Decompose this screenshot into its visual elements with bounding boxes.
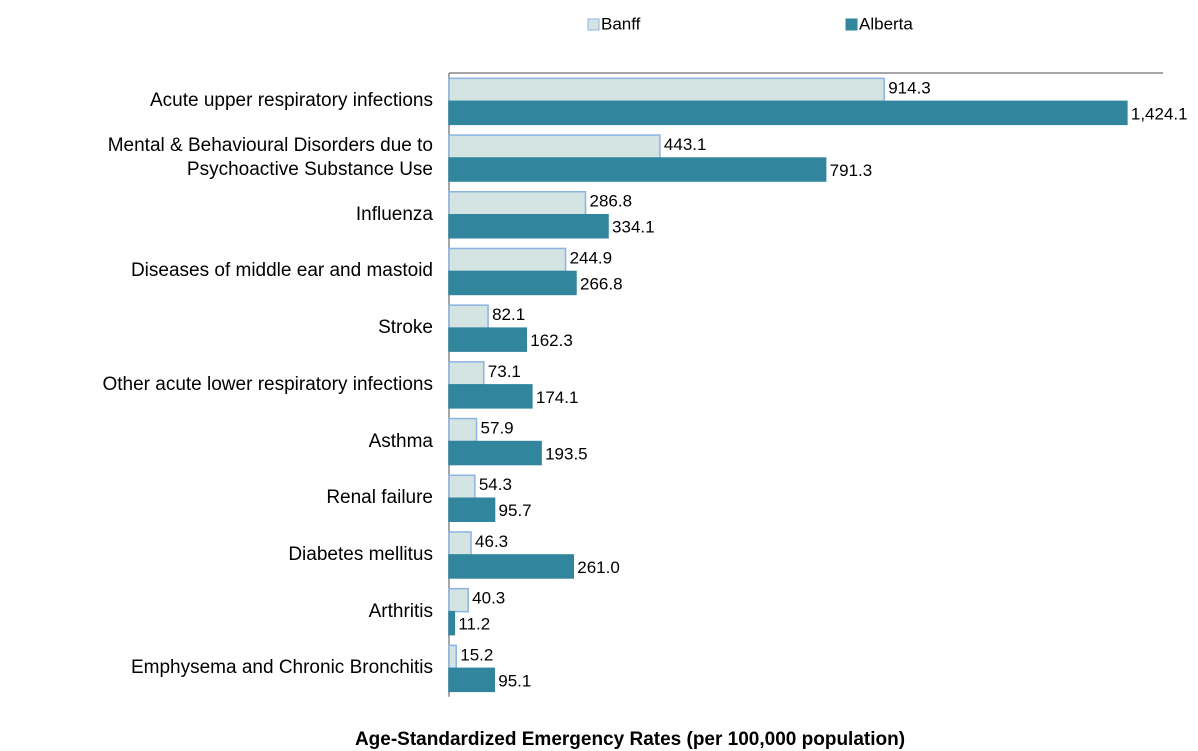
- value-label: 95.7: [499, 501, 532, 520]
- bar: [448, 610, 456, 636]
- bar: [448, 644, 457, 670]
- legend-label: Alberta: [859, 14, 913, 33]
- bar: [448, 77, 885, 103]
- bar: [448, 327, 528, 352]
- legend-swatch: [587, 18, 600, 31]
- value-label: 174.1: [536, 388, 579, 407]
- bar: [448, 247, 567, 273]
- bar: [448, 270, 577, 296]
- value-label: 15.2: [460, 645, 493, 664]
- bar: [448, 214, 609, 239]
- bar: [448, 361, 485, 386]
- y-tick-label: Asthma: [368, 430, 433, 452]
- bar: [448, 497, 496, 522]
- x-axis-title: Age-Standardized Emergency Rates (per 10…: [355, 729, 905, 750]
- value-label: 46.3: [475, 532, 508, 551]
- value-label: 261.0: [577, 558, 620, 577]
- y-tick-label: Other acute lower respiratory infections: [102, 373, 433, 395]
- y-tick-label: Diseases of middle ear and mastoid: [130, 260, 433, 282]
- bar: [448, 191, 587, 216]
- value-label: 266.8: [580, 274, 623, 293]
- value-label: 95.1: [498, 671, 531, 690]
- legend-swatch: [845, 18, 858, 31]
- value-label: 54.3: [479, 475, 512, 494]
- y-tick-label: Stroke: [378, 317, 433, 339]
- value-label: 286.8: [590, 192, 633, 211]
- value-label: 193.5: [545, 445, 588, 464]
- y-tick-label: Diabetes mellitus: [288, 543, 433, 565]
- value-label: 791.3: [830, 161, 873, 180]
- y-tick-label: Mental & Behavioural Disorders due to Ps…: [107, 135, 433, 181]
- bar: [448, 667, 496, 693]
- value-label: 1,424.1: [1131, 104, 1188, 123]
- bar: [448, 474, 476, 499]
- value-label: 82.1: [492, 305, 525, 324]
- y-tick-label: Influenza: [355, 203, 433, 225]
- bar: [448, 417, 478, 443]
- value-label: 73.1: [488, 362, 521, 381]
- value-label: 40.3: [472, 589, 505, 608]
- value-label: 11.2: [458, 615, 490, 634]
- y-tick-label: Emphysema and Chronic Bronchitis: [130, 657, 433, 679]
- value-label: 443.1: [664, 135, 707, 154]
- y-tick-label: Acute upper respiratory infections: [149, 90, 433, 112]
- legend-label: Banff: [601, 14, 641, 33]
- value-label: 57.9: [481, 419, 514, 438]
- bar: [448, 134, 661, 159]
- y-tick-label: Arthritis: [368, 600, 433, 622]
- bar: [448, 304, 489, 329]
- bar: [448, 100, 1128, 126]
- y-tick-label: Renal failure: [326, 487, 433, 509]
- bar: [448, 157, 827, 182]
- bar: [448, 440, 542, 466]
- bar: [448, 384, 533, 409]
- bar: [448, 587, 469, 613]
- value-label: 244.9: [570, 248, 613, 267]
- value-label: 914.3: [888, 78, 931, 97]
- bar: [448, 554, 574, 579]
- bar: [448, 531, 472, 556]
- value-label: 334.1: [612, 218, 655, 237]
- value-label: 162.3: [530, 331, 573, 350]
